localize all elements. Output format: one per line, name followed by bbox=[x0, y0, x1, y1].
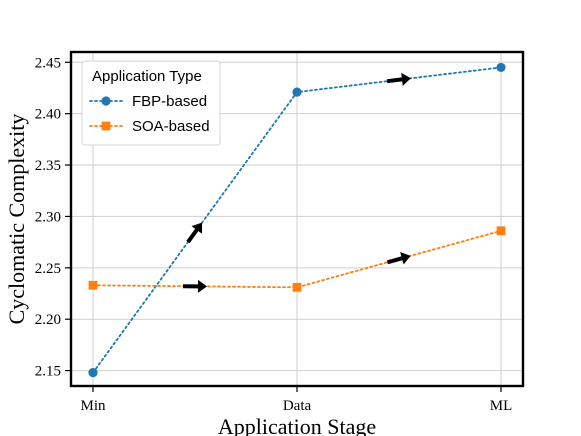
y-tick-label: 2.25 bbox=[35, 261, 61, 277]
data-point-soa-based bbox=[88, 280, 98, 290]
y-tick-label: 2.40 bbox=[35, 107, 61, 123]
data-point-fbp-based bbox=[88, 368, 98, 378]
y-tick-label: 2.30 bbox=[35, 209, 61, 225]
x-tick-label: ML bbox=[490, 398, 513, 414]
data-point-fbp-based bbox=[292, 87, 302, 97]
direction-arrow-icon bbox=[182, 279, 207, 293]
x-tick-label: Min bbox=[80, 398, 106, 414]
legend-marker-soa-based bbox=[101, 121, 111, 131]
direction-arrow-icon bbox=[386, 252, 411, 265]
legend-box bbox=[81, 60, 221, 146]
y-tick-label: 2.20 bbox=[35, 312, 61, 328]
x-tick-label: Data bbox=[283, 398, 312, 414]
legend-label-soa-based: SOA-based bbox=[132, 118, 210, 135]
series-layer bbox=[88, 62, 506, 378]
series-line-soa-based bbox=[92, 229, 502, 289]
y-tick-label: 2.35 bbox=[35, 158, 61, 174]
axes-layer: 2.15 2.20 2.25 2.30 2.35 2.40 2.45 Min Data ML bbox=[35, 55, 513, 414]
legend-marker-fbp-based bbox=[101, 96, 111, 106]
data-point-fbp-based bbox=[496, 62, 506, 73]
legend-label-fbp-based: FBP-based bbox=[132, 93, 207, 110]
y-tick-label: 2.15 bbox=[35, 364, 61, 380]
x-axis-title: Application Stage bbox=[218, 414, 376, 436]
data-point-soa-based bbox=[496, 226, 506, 236]
direction-arrow-icon bbox=[386, 72, 411, 86]
data-point-soa-based bbox=[292, 282, 302, 292]
legend-title: Application Type bbox=[92, 68, 202, 85]
legend-entries: FBP-based SOA-based bbox=[89, 93, 210, 135]
y-tick-label: 2.45 bbox=[35, 55, 61, 71]
direction-arrow-icon bbox=[186, 222, 203, 244]
y-axis-title: Cyclomatic Complexity bbox=[4, 114, 29, 325]
legend: Application Type FBP-based SOA-based bbox=[81, 60, 221, 146]
